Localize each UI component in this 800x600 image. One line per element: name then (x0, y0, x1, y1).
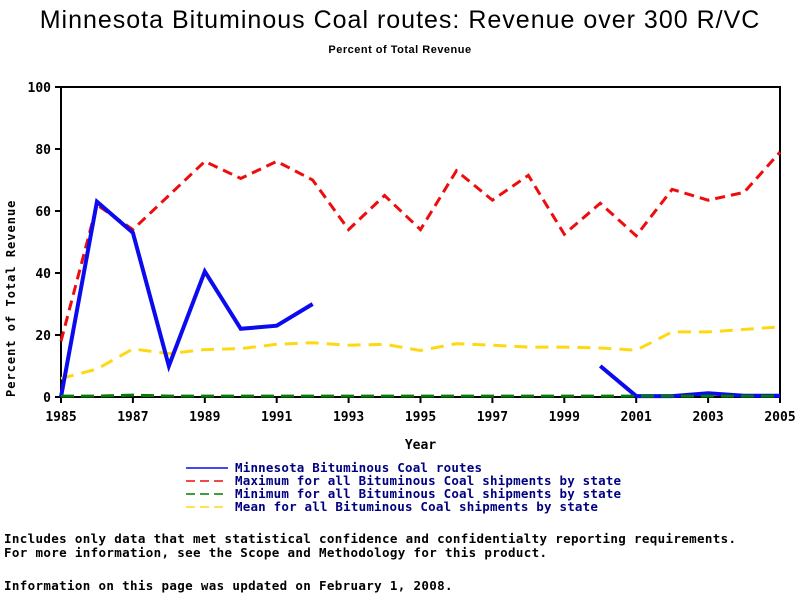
series-line-3 (60, 325, 781, 380)
series-line-2 (61, 393, 780, 398)
legend-swatch-3 (186, 505, 228, 508)
series-line-0 (59, 197, 314, 398)
chart-subtitle: Percent of Total Revenue (328, 44, 472, 56)
chart-plot: 1985 1987 1989 1991 1993 1995 1997 1999 2001 2003… (28, 81, 796, 453)
chart-title: Minnesota Bituminous Coal routes: Revenu… (39, 6, 761, 34)
chart-legend: Minnesota Bituminous Coal routes Maximum … (185, 460, 622, 514)
y-tick-label: 0 (43, 391, 51, 406)
y-tick-label: 100 (28, 81, 52, 96)
legend-label: Mean for all Bituminous Coal shipments b… (235, 499, 599, 514)
legend-label: Minnesota Bituminous Coal routes (235, 460, 483, 475)
legend-label: Maximum for all Bituminous Coal shipment… (235, 473, 622, 488)
x-tick-label: 2005 (764, 410, 795, 425)
y-tick-label: 80 (35, 143, 51, 158)
legend-label: Minimum for all Bituminous Coal shipment… (235, 486, 622, 501)
x-tick-label: 1991 (261, 410, 292, 425)
x-tick-label: 1997 (477, 410, 508, 425)
x-tick-label: 1985 (45, 410, 76, 425)
series-line-1 (59, 151, 782, 342)
legend-item-0: Minnesota Bituminous Coal routes (185, 460, 621, 475)
legend-swatch-2 (186, 492, 228, 495)
legend-swatch-0 (186, 466, 228, 469)
x-tick-label: 2001 (621, 410, 652, 425)
series-line-0 (598, 364, 780, 399)
x-axis-label: Year (405, 438, 436, 453)
x-tick-label: 1995 (405, 410, 436, 425)
legend-item-2: Minimum for all Bituminous Coal shipment… (185, 486, 622, 501)
legend-item-1: Maximum for all Bituminous Coal shipment… (185, 473, 622, 488)
y-tick-label: 60 (35, 205, 51, 220)
legend-swatch-1 (186, 479, 228, 482)
footnote-line-2: For more information, see the Scope and … (4, 545, 548, 560)
legend-item-3: Mean for all Bituminous Coal shipments b… (185, 499, 621, 514)
x-tick-label: 1989 (189, 410, 220, 425)
x-tick-label: 2003 (692, 410, 723, 425)
y-tick-label: 20 (35, 329, 51, 344)
footnote-line-1: Includes only data that met statistical … (4, 531, 737, 546)
footnote-updated: Information on this page was updated on … (4, 578, 453, 593)
x-tick-label: 1987 (117, 410, 148, 425)
y-tick-label: 40 (35, 267, 51, 282)
x-tick-label: 1993 (333, 410, 364, 425)
x-tick-label: 1999 (549, 410, 580, 425)
